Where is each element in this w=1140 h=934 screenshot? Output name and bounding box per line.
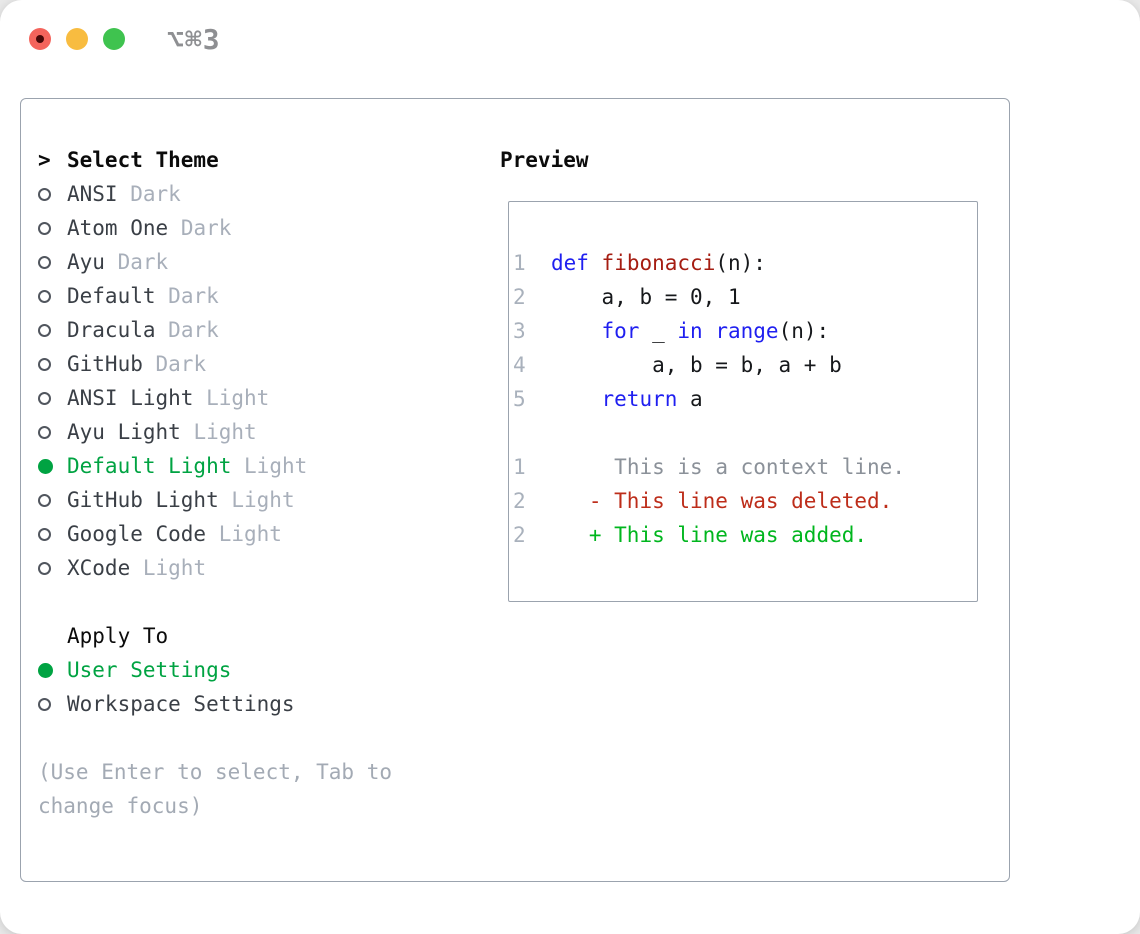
close-button[interactable] (29, 28, 51, 50)
theme-variant-tag: Light (218, 522, 282, 546)
code-line: 2 + This line was added. (513, 523, 868, 547)
apply-to-list: User Settings Workspace Settings (38, 653, 488, 721)
theme-variant-tag: Dark (117, 250, 169, 274)
titlebar: ⌥⌘3 (0, 0, 1140, 78)
theme-variant-tag: Dark (180, 216, 232, 240)
theme-name: Default (67, 284, 156, 308)
theme-name: Atom One (67, 216, 169, 240)
radio-icon (38, 289, 67, 303)
code-line: 2 a, b = 0, 1 (513, 285, 741, 309)
theme-option-default[interactable]: Default Dark (38, 279, 488, 313)
theme-name: GitHub Light (67, 488, 219, 512)
code-line: 4 a, b = b, a + b (513, 353, 842, 377)
code-line: 2 - This line was deleted. (513, 489, 893, 513)
code-line: 1 def fibonacci(n): (513, 251, 766, 275)
theme-variant-tag: Light (244, 454, 308, 478)
theme-name: ANSI (67, 182, 118, 206)
theme-option-xcode[interactable]: XCode Light (38, 551, 488, 585)
theme-option-dracula[interactable]: Dracula Dark (38, 313, 488, 347)
apply-option-workspace-settings[interactable]: Workspace Settings (38, 687, 488, 721)
preview-column: Preview 1 def fibonacci(n): 2 a, b = 0, 1… (488, 143, 1009, 881)
traffic-lights (29, 28, 125, 50)
theme-variant-tag: Light (193, 420, 257, 444)
theme-name: Dracula (67, 318, 156, 342)
theme-selector-column: > Select Theme ANSI Dark Atom One Dark Ayu… (21, 143, 488, 881)
code-line: 5 return a (513, 387, 703, 411)
apply-to-header: Apply To (38, 619, 488, 653)
theme-name: Ayu Light (67, 420, 181, 444)
theme-name: XCode (67, 556, 131, 580)
radio-icon (38, 697, 67, 711)
theme-option-ayu[interactable]: Ayu Dark (38, 245, 488, 279)
code-line: 1 This is a context line. (513, 455, 905, 479)
code-line (513, 416, 973, 450)
theme-option-ayu-light[interactable]: Ayu Light Light (38, 415, 488, 449)
minimize-button[interactable] (66, 28, 88, 50)
zoom-button[interactable] (103, 28, 125, 50)
radio-icon (38, 527, 67, 541)
select-theme-header-label: Select Theme (67, 148, 219, 172)
theme-variant-tag: Dark (130, 182, 181, 206)
apply-option-label: Workspace Settings (67, 692, 295, 716)
radio-icon (38, 391, 67, 405)
keyboard-hint: (Use Enter to select, Tab to change focu… (38, 760, 393, 818)
radio-icon (38, 323, 67, 337)
theme-variant-tag: Dark (168, 318, 219, 342)
theme-variant-tag: Light (206, 386, 270, 410)
theme-name: Google Code (67, 522, 207, 546)
radio-icon (38, 187, 67, 201)
theme-option-ansi[interactable]: ANSI Dark (38, 177, 488, 211)
theme-picker-panel: > Select Theme ANSI Dark Atom One Dark Ayu… (20, 98, 1010, 882)
preview-code-box: 1 def fibonacci(n): 2 a, b = 0, 1 3 for _ … (508, 201, 978, 602)
apply-to-section: Apply To User Settings Workspace Settings (38, 619, 488, 721)
apply-to-header-label: Apply To (67, 624, 169, 648)
radio-icon (38, 357, 67, 371)
theme-list: ANSI Dark Atom One Dark Ayu Dark Default Da… (38, 177, 488, 585)
theme-option-default-light[interactable]: Default Light Light (38, 449, 488, 483)
radio-selected-icon (38, 662, 67, 678)
code-line: 3 for _ in range(n): (513, 319, 830, 343)
theme-variant-tag: Light (142, 556, 207, 580)
theme-option-github[interactable]: GitHub Dark (38, 347, 488, 381)
radio-icon (38, 493, 67, 507)
theme-option-github-light[interactable]: GitHub Light Light (38, 483, 488, 517)
theme-option-google-code[interactable]: Google Code Light (38, 517, 488, 551)
radio-selected-icon (38, 458, 67, 474)
radio-icon (38, 425, 67, 439)
theme-variant-tag: Dark (168, 284, 219, 308)
radio-icon (38, 221, 67, 235)
theme-name: Default Light (67, 454, 232, 478)
apply-option-label: User Settings (67, 658, 232, 682)
theme-option-atom-one[interactable]: Atom One Dark (38, 211, 488, 245)
selection-cursor: > (38, 148, 51, 172)
theme-variant-tag: Light (231, 488, 295, 512)
theme-name: Ayu (67, 250, 105, 274)
radio-icon (38, 255, 67, 269)
theme-option-ansi-light[interactable]: ANSI Light Light (38, 381, 488, 415)
select-theme-header: > Select Theme (38, 143, 488, 177)
theme-variant-tag: Dark (155, 352, 207, 376)
radio-icon (38, 561, 67, 575)
theme-name: ANSI Light (67, 386, 194, 410)
preview-heading: Preview (500, 148, 589, 172)
apply-option-user-settings[interactable]: User Settings (38, 653, 488, 687)
theme-name: GitHub (67, 352, 143, 376)
window-title: ⌥⌘3 (167, 22, 221, 56)
